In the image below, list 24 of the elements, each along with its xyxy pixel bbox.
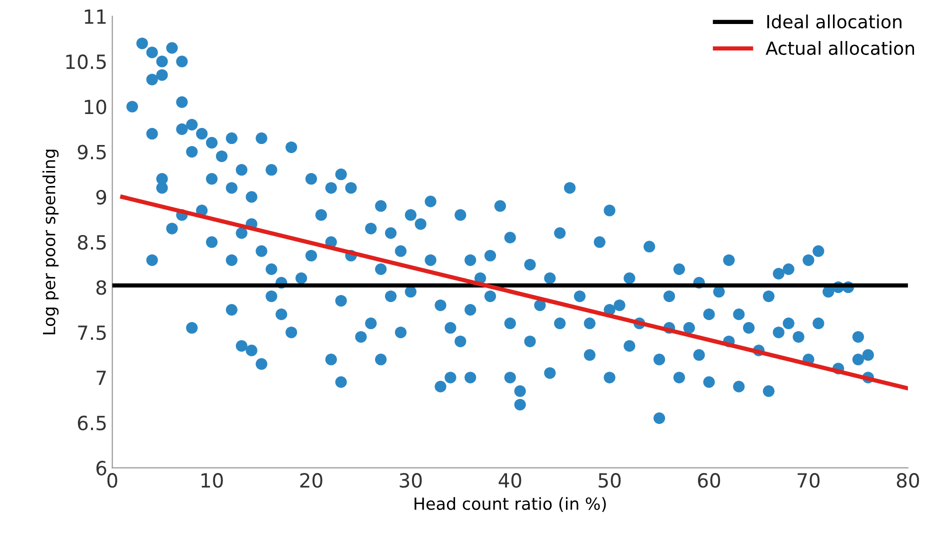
y-tick-label: 9.5 xyxy=(78,144,106,160)
y-axis-title: Log per poor spending xyxy=(42,150,59,334)
x-tick-label: 30 xyxy=(400,473,422,488)
y-tick-label: 8 xyxy=(96,280,106,295)
x-tick-label: 50 xyxy=(598,473,621,488)
x-tick-label: 80 xyxy=(896,473,919,488)
x-tick-label: 40 xyxy=(498,473,522,488)
y-tick-label: 6 xyxy=(96,460,106,476)
y-tick-label: 9 xyxy=(96,190,106,205)
y-tick-label: 8.5 xyxy=(78,235,106,250)
x-tick-label: 20 xyxy=(300,473,322,488)
x-tick-label: 10 xyxy=(202,473,223,488)
x-tick-label: 0 xyxy=(107,473,118,488)
legend-label: Actual allocation xyxy=(766,41,914,55)
legend-label: Ideal allocation xyxy=(767,14,902,28)
y-tick-label: 10 xyxy=(84,100,106,114)
y-tick-label: 7.5 xyxy=(78,326,106,340)
x-axis-title: Head count ratio (in %) xyxy=(414,497,606,512)
y-tick-label: 6.5 xyxy=(78,416,106,430)
x-tick-label: 60 xyxy=(698,473,720,488)
y-tick-label: 10.5 xyxy=(66,54,106,70)
y-tick-label: 11 xyxy=(84,10,106,24)
x-tick-label: 70 xyxy=(798,473,820,488)
y-tick-label: 7 xyxy=(96,370,106,385)
